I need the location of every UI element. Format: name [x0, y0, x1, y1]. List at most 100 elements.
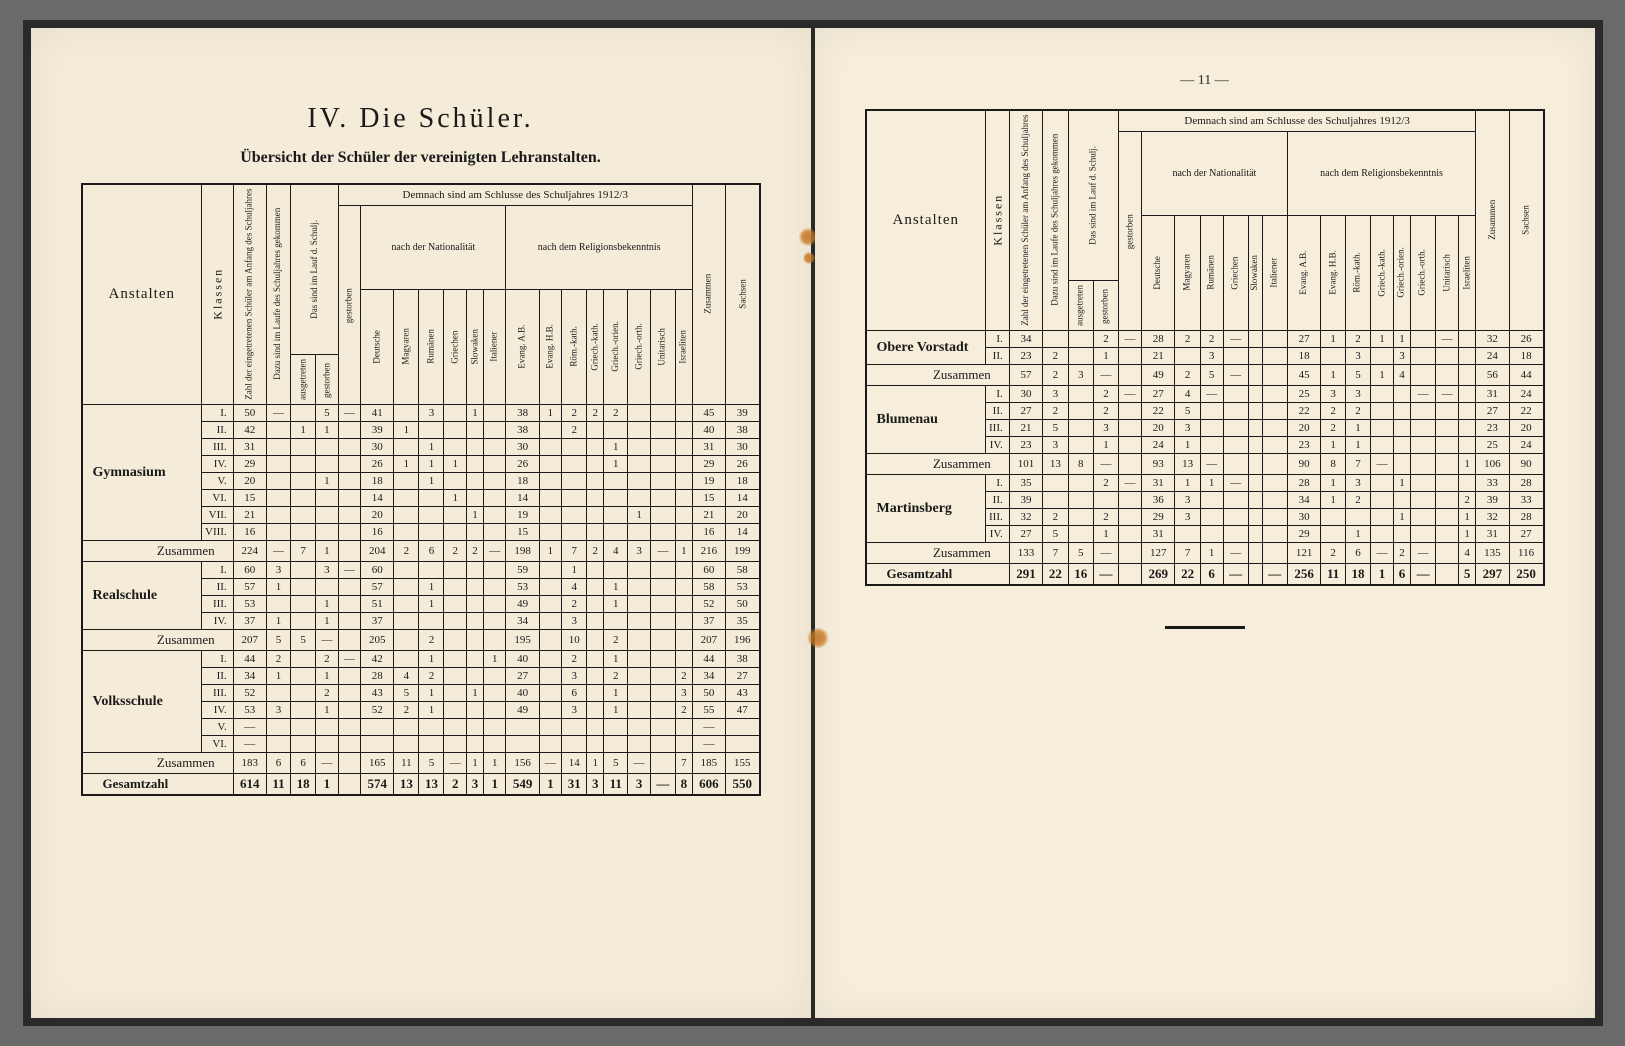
data-cell: 39 [361, 422, 394, 439]
data-cell: 3 [1200, 348, 1223, 365]
data-cell: 14 [726, 490, 760, 507]
data-cell [291, 473, 316, 490]
klasse-cell: VI. [202, 490, 234, 507]
data-cell: 204 [361, 541, 394, 562]
data-cell [467, 702, 484, 719]
data-cell: 28 [1509, 475, 1543, 492]
data-cell: 3 [562, 668, 587, 685]
data-cell [338, 473, 361, 490]
data-cell: 33 [1509, 492, 1543, 509]
data-cell: 40 [692, 422, 725, 439]
data-cell: 2 [1175, 365, 1200, 386]
data-cell [394, 490, 419, 507]
data-cell: 52 [361, 702, 394, 719]
data-cell: 27 [1009, 403, 1043, 420]
book-spread: IV. Die Schüler. Übersicht der Schüler d… [23, 20, 1603, 1026]
data-cell: 2 [444, 774, 467, 796]
data-cell [1436, 526, 1459, 543]
left-page: IV. Die Schüler. Übersicht der Schüler d… [31, 28, 811, 1018]
data-cell [394, 405, 419, 422]
data-cell [444, 562, 467, 579]
data-cell [650, 422, 675, 439]
data-cell: 43 [726, 685, 760, 702]
data-cell: 135 [1476, 543, 1510, 564]
data-cell: 93 [1141, 454, 1175, 475]
col-header: Italiener [1262, 215, 1287, 331]
data-cell: 3 [628, 541, 651, 562]
data-cell [1223, 492, 1248, 509]
data-cell: 32 [1476, 331, 1510, 348]
data-cell: 216 [692, 541, 725, 562]
data-cell: 3 [562, 613, 587, 630]
data-cell [1068, 475, 1093, 492]
data-cell: 27 [1141, 386, 1175, 403]
data-cell: 1 [419, 702, 444, 719]
data-cell: 21 [1009, 420, 1043, 437]
klassen-header: Klassen [986, 110, 1010, 331]
klasse-cell: III. [986, 509, 1010, 526]
data-cell [483, 630, 506, 651]
data-cell: 1 [483, 753, 506, 774]
data-cell [291, 613, 316, 630]
data-cell [444, 405, 467, 422]
data-cell [316, 439, 339, 456]
data-cell [1459, 475, 1476, 492]
data-cell [291, 490, 316, 507]
data-cell [1248, 509, 1262, 526]
data-cell [338, 507, 361, 524]
data-cell: 29 [1141, 509, 1175, 526]
data-cell: 3 [1093, 420, 1118, 437]
data-cell: 1 [1345, 420, 1370, 437]
data-cell [483, 473, 506, 490]
col-header: Israeliten [675, 289, 692, 405]
data-cell: 1 [1371, 365, 1394, 386]
data-cell: 58 [726, 562, 760, 579]
data-cell [1410, 420, 1435, 437]
data-cell: 1 [1393, 331, 1410, 348]
data-cell: 34 [506, 613, 539, 630]
data-cell: — [233, 736, 266, 753]
zusammen-row: Zusammen101138—9313—9087—110690 [866, 454, 1544, 475]
data-cell [467, 439, 484, 456]
data-cell: 2 [562, 405, 587, 422]
klasse-cell: I. [986, 331, 1010, 348]
col-header: Evang. H.B. [539, 289, 562, 405]
data-cell [419, 524, 444, 541]
data-cell: 36 [1141, 492, 1175, 509]
data-cell [316, 524, 339, 541]
data-cell: — [1410, 386, 1435, 403]
data-cell [1371, 403, 1394, 420]
data-cell: 1 [1093, 437, 1118, 454]
data-cell [1262, 509, 1287, 526]
data-cell: 6 [562, 685, 587, 702]
data-cell [338, 579, 361, 596]
data-cell [628, 596, 651, 613]
data-cell: 31 [1141, 475, 1175, 492]
data-cell: 1 [316, 668, 339, 685]
anstalten-header: Anstalten [866, 110, 986, 331]
data-cell: 101 [1009, 454, 1043, 475]
data-cell: 1 [419, 473, 444, 490]
data-cell: 3 [587, 774, 604, 796]
data-cell: — [1410, 543, 1435, 564]
data-cell [444, 736, 467, 753]
klasse-cell: IV. [202, 456, 234, 473]
data-cell: 2 [675, 702, 692, 719]
data-cell [291, 651, 316, 668]
data-cell [1200, 492, 1223, 509]
col-header: Magyaren [394, 289, 419, 405]
zusammen-row: Zusammen18366—165115—11156—1415—7185155 [82, 753, 760, 774]
data-cell [483, 562, 506, 579]
data-cell: 31 [562, 774, 587, 796]
data-cell: 14 [726, 524, 760, 541]
data-cell: 8 [1321, 454, 1345, 475]
data-cell [338, 422, 361, 439]
data-cell [1068, 509, 1093, 526]
data-cell [419, 736, 444, 753]
data-cell: 47 [726, 702, 760, 719]
data-cell: 33 [1476, 475, 1510, 492]
data-cell: 38 [726, 651, 760, 668]
data-cell [467, 579, 484, 596]
data-cell: 1 [467, 753, 484, 774]
data-cell [650, 562, 675, 579]
